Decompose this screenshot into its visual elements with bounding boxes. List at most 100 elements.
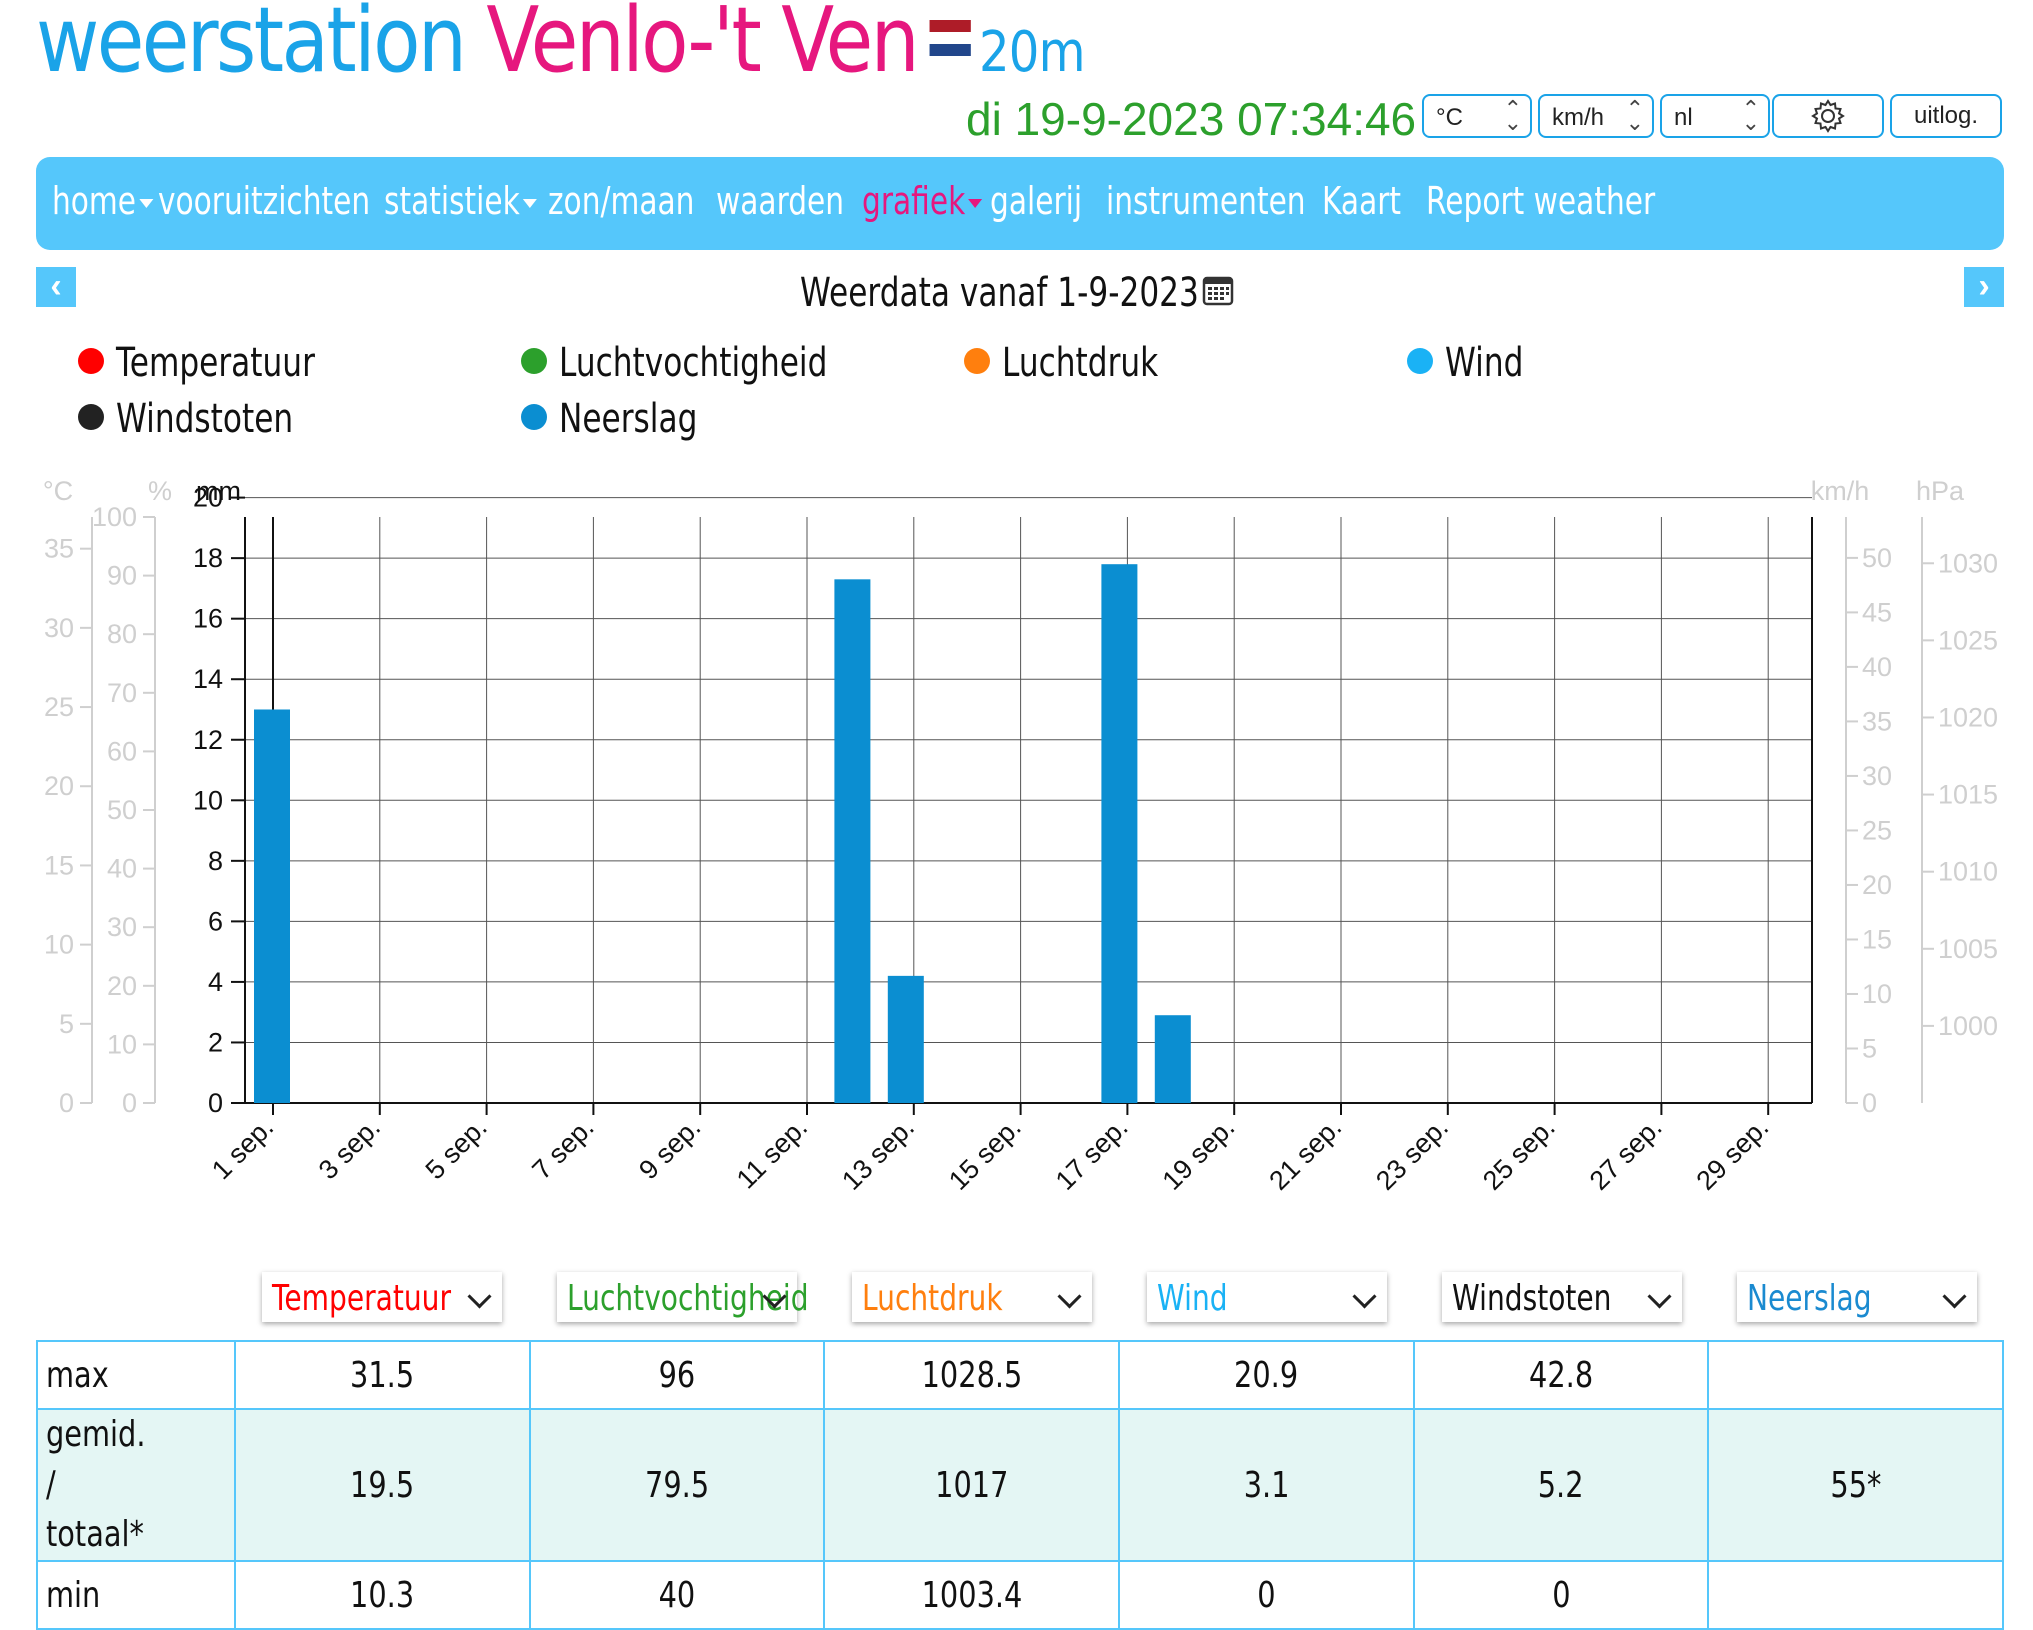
- nav-label: Kaart: [1322, 179, 1402, 223]
- legend-dot: [78, 348, 104, 375]
- calendar-icon[interactable]: [1202, 274, 1234, 306]
- secondary-axis-label: 10: [1862, 979, 1892, 1009]
- nav-item-statistiek[interactable]: statistiek: [384, 179, 537, 223]
- secondary-axis-label: 1010: [1938, 857, 1998, 887]
- stats-select-temperatuur[interactable]: Temperatuur: [262, 1272, 502, 1322]
- secondary-axis-label: 80: [107, 619, 137, 649]
- site-title-location: Venlo-'t Ven: [486, 0, 919, 93]
- secondary-axis-label: 30: [107, 912, 137, 942]
- nav-item-vooruitzichten[interactable]: vooruitzichten: [158, 179, 370, 223]
- y-tick-label: 4: [208, 967, 223, 997]
- chart-title: Weerdata vanaf 1-9-2023: [800, 270, 1199, 316]
- previous-period-button[interactable]: ‹: [36, 267, 76, 307]
- altitude-label: 20m: [979, 20, 1085, 85]
- stat-cell: 96: [528, 1340, 826, 1410]
- y-tick-label: 12: [193, 725, 223, 755]
- y-tick-label: 14: [193, 664, 223, 694]
- wind-unit-select[interactable]: km/h ⌃ ⌄: [1538, 94, 1654, 138]
- stats-select-label: Luchtdruk: [862, 1278, 1003, 1319]
- stat-cell: 20.9: [1117, 1340, 1415, 1410]
- stats-select-label: Luchtvochtigheid: [567, 1278, 809, 1319]
- x-tick-label: 7 sep.: [526, 1112, 599, 1185]
- table-row-min: min 10.3 40 1003.4 0 0: [36, 1560, 2004, 1630]
- legend-label: Neerslag: [559, 396, 698, 442]
- nav-item-galerij[interactable]: galerij: [990, 179, 1082, 223]
- stats-table: max 31.5 96 1028.5 20.9 42.8 gemid. / to…: [36, 1340, 2004, 1630]
- gear-icon: [1811, 99, 1845, 133]
- chevron-down-icon: [1057, 1284, 1082, 1309]
- legend-dot: [521, 404, 547, 431]
- secondary-axis-unit: hPa: [1916, 476, 1965, 506]
- nav-label: vooruitzichten: [158, 179, 371, 223]
- legend-luchtdruk[interactable]: Luchtdruk: [964, 340, 1202, 386]
- x-tick-label: 9 sep.: [633, 1112, 706, 1185]
- nav-item-home[interactable]: home: [52, 179, 154, 223]
- precipitation-bar: [1154, 1015, 1191, 1103]
- nav-item-grafiek[interactable]: grafiek: [862, 179, 983, 223]
- legend-neerslag[interactable]: Neerslag: [521, 396, 736, 442]
- x-tick-label: 25 sep.: [1477, 1112, 1561, 1196]
- stat-cell: 0: [1412, 1560, 1710, 1630]
- flag-stripe-middle: [929, 32, 971, 45]
- stats-select-label: Wind: [1157, 1278, 1228, 1319]
- chevron-down-icon: [1352, 1284, 1377, 1309]
- next-period-button[interactable]: ›: [1964, 267, 2004, 307]
- x-tick-label: 13 sep.: [836, 1112, 920, 1196]
- secondary-axis-label: 25: [1862, 815, 1892, 845]
- chevron-down-icon: [467, 1284, 492, 1309]
- secondary-axis-label: 30: [44, 613, 74, 643]
- nav-item-report-weather[interactable]: Report weather: [1426, 179, 1655, 223]
- legend-label: Luchtdruk: [1002, 340, 1159, 386]
- y-tick-label: 2: [208, 1027, 223, 1057]
- secondary-axis-label: 1020: [1938, 702, 1998, 732]
- stats-select-wind[interactable]: Wind: [1147, 1272, 1387, 1322]
- stats-select-label: Temperatuur: [272, 1278, 452, 1319]
- x-tick-label: 1 sep.: [206, 1112, 279, 1185]
- nav-item-instrumenten[interactable]: instrumenten: [1106, 179, 1306, 223]
- secondary-axis-label: 1005: [1938, 934, 1998, 964]
- caret-down-icon: [139, 199, 154, 208]
- secondary-axis-label: 1025: [1938, 625, 1998, 655]
- legend-luchtvochtigheid[interactable]: Luchtvochtigheid: [521, 340, 903, 386]
- legend-temperatuur[interactable]: Temperatuur: [78, 340, 371, 386]
- secondary-axis-unit: km/h: [1811, 476, 1870, 506]
- secondary-axis-label: 15: [1862, 924, 1892, 954]
- secondary-axis-label: 90: [107, 561, 137, 591]
- row-label: gemid. / totaal*: [36, 1408, 236, 1562]
- secondary-axis-label: 40: [107, 854, 137, 884]
- logout-button[interactable]: uitlog.: [1890, 94, 2002, 138]
- nav-item-waarden[interactable]: waarden: [716, 179, 844, 223]
- chevron-left-icon: ‹: [50, 267, 62, 305]
- legend-dot: [964, 348, 990, 375]
- wind-unit-value: km/h: [1552, 104, 1605, 131]
- stats-select-luchtdruk[interactable]: Luchtdruk: [852, 1272, 1092, 1322]
- secondary-axis-label: 0: [122, 1088, 137, 1118]
- table-row-gemid-totaal: gemid. / totaal* 19.5 79.5 1017 3.1 5.2 …: [36, 1408, 2004, 1562]
- x-tick-label: 29 sep.: [1691, 1112, 1775, 1196]
- stats-select-neerslag[interactable]: Neerslag: [1737, 1272, 1977, 1322]
- legend-windstoten[interactable]: Windstoten: [78, 396, 343, 442]
- y-axis-unit-label: mm: [196, 476, 241, 506]
- language-select[interactable]: nl ⌃ ⌄: [1660, 94, 1770, 138]
- precipitation-bar: [887, 975, 924, 1103]
- secondary-axis-label: 45: [1862, 597, 1892, 627]
- stats-select-luchtvochtigheid[interactable]: Luchtvochtigheid: [557, 1272, 809, 1322]
- secondary-axis-label: 0: [59, 1088, 74, 1118]
- nav-item-kaart[interactable]: Kaart: [1322, 179, 1401, 223]
- stats-select-label: Neerslag: [1747, 1278, 1872, 1319]
- select-arrows-icon: ⌃ ⌄: [1625, 96, 1644, 135]
- nav-label: home: [52, 179, 137, 223]
- nav-label: grafiek: [862, 179, 966, 223]
- row-label: max: [36, 1340, 236, 1410]
- stat-cell: 5.2: [1412, 1408, 1710, 1562]
- nav-item-zon-maan[interactable]: zon/maan: [548, 179, 694, 223]
- stat-cell: [1707, 1340, 2004, 1410]
- settings-button[interactable]: [1772, 94, 1884, 138]
- stat-cell: 40: [528, 1560, 826, 1630]
- stats-select-windstoten[interactable]: Windstoten: [1442, 1272, 1682, 1322]
- stat-cell: 42.8: [1412, 1340, 1710, 1410]
- legend-wind[interactable]: Wind: [1407, 340, 1546, 386]
- temperature-unit-select[interactable]: °C ⌃ ⌄: [1422, 94, 1532, 138]
- stat-cell: 0: [1117, 1560, 1415, 1630]
